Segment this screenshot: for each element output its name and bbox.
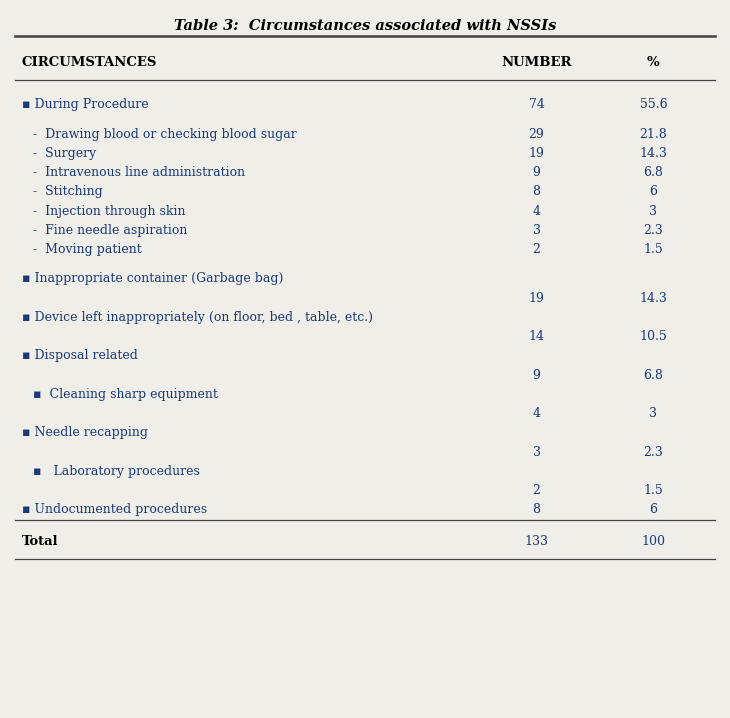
Text: 14.3: 14.3	[639, 147, 667, 160]
Text: 19: 19	[529, 292, 545, 304]
Text: ▪   Laboratory procedures: ▪ Laboratory procedures	[33, 465, 200, 477]
Text: ▪ Inappropriate container (Garbage bag): ▪ Inappropriate container (Garbage bag)	[22, 272, 283, 285]
Text: 21.8: 21.8	[639, 128, 667, 141]
Text: 14: 14	[529, 330, 545, 343]
Text: 8: 8	[533, 503, 540, 516]
Text: CIRCUMSTANCES: CIRCUMSTANCES	[22, 56, 157, 69]
Text: ▪  Cleaning sharp equipment: ▪ Cleaning sharp equipment	[33, 388, 218, 401]
Text: ▪ Device left inappropriately (on floor, bed , table, etc.): ▪ Device left inappropriately (on floor,…	[22, 311, 373, 324]
Text: 6: 6	[650, 503, 657, 516]
Text: %: %	[647, 56, 660, 69]
Text: 6.8: 6.8	[643, 166, 664, 179]
Text: 3: 3	[533, 446, 540, 459]
Text: -  Surgery: - Surgery	[33, 147, 96, 160]
Text: 8: 8	[533, 185, 540, 198]
Text: ▪ Needle recapping: ▪ Needle recapping	[22, 426, 148, 439]
Text: 6.8: 6.8	[643, 368, 664, 381]
Text: 1.5: 1.5	[643, 484, 664, 497]
Text: 4: 4	[533, 407, 540, 420]
Text: 29: 29	[529, 128, 545, 141]
Text: NUMBER: NUMBER	[502, 56, 572, 69]
Text: 6: 6	[650, 185, 657, 198]
Text: 2.3: 2.3	[643, 446, 664, 459]
Text: 133: 133	[525, 535, 548, 548]
Text: 2: 2	[533, 243, 540, 256]
Text: 74: 74	[529, 98, 545, 111]
Text: -  Injection through skin: - Injection through skin	[33, 205, 185, 218]
Text: ▪ During Procedure: ▪ During Procedure	[22, 98, 148, 111]
Text: 19: 19	[529, 147, 545, 160]
Text: 100: 100	[642, 535, 665, 548]
Text: 10.5: 10.5	[639, 330, 667, 343]
Text: 9: 9	[533, 166, 540, 179]
Text: 3: 3	[650, 407, 657, 420]
Text: 3: 3	[650, 205, 657, 218]
Text: 2.3: 2.3	[643, 224, 664, 237]
Text: -  Fine needle aspiration: - Fine needle aspiration	[33, 224, 187, 237]
Text: -  Moving patient: - Moving patient	[33, 243, 142, 256]
Text: ▪ Undocumented procedures: ▪ Undocumented procedures	[22, 503, 207, 516]
Text: 55.6: 55.6	[639, 98, 667, 111]
Text: 4: 4	[533, 205, 540, 218]
Text: 9: 9	[533, 368, 540, 381]
Text: Total: Total	[22, 535, 58, 548]
Text: 14.3: 14.3	[639, 292, 667, 304]
Text: ▪ Disposal related: ▪ Disposal related	[22, 350, 138, 363]
Text: -  Stitching: - Stitching	[33, 185, 103, 198]
Text: -  Drawing blood or checking blood sugar: - Drawing blood or checking blood sugar	[33, 128, 296, 141]
Text: 1.5: 1.5	[643, 243, 664, 256]
Text: 2: 2	[533, 484, 540, 497]
Text: Table 3:  Circumstances associated with NSSIs: Table 3: Circumstances associated with N…	[174, 19, 556, 32]
Text: -  Intravenous line administration: - Intravenous line administration	[33, 166, 245, 179]
Text: 3: 3	[533, 224, 540, 237]
